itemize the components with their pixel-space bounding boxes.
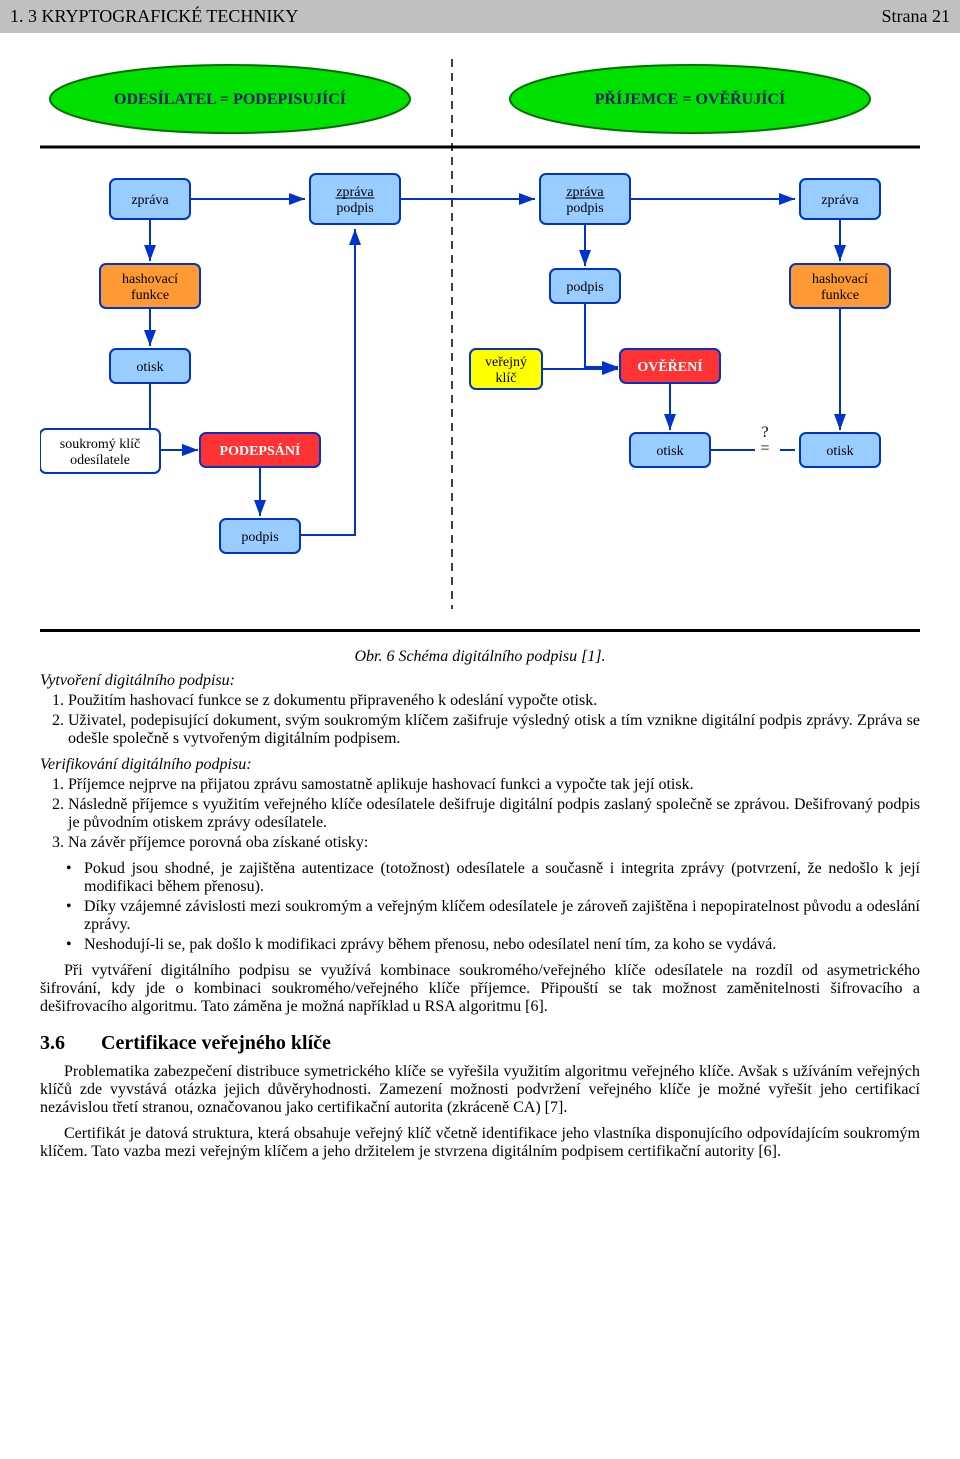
svg-text:podpis: podpis: [241, 530, 278, 545]
section-number: 3.6: [40, 1032, 96, 1055]
section-heading: 3.6 Certifikace veřejného klíče: [40, 1032, 920, 1055]
section-title: Certifikace veřejného klíče: [101, 1032, 331, 1054]
svg-text:hashovací: hashovací: [122, 272, 178, 287]
svg-text:hashovací: hashovací: [812, 272, 868, 287]
paragraph-3: Certifikát je datová struktura, která ob…: [40, 1125, 920, 1161]
svg-text:otisk: otisk: [656, 444, 683, 459]
svg-text:podpis: podpis: [566, 280, 603, 295]
svg-text:OVĚŘENÍ: OVĚŘENÍ: [637, 358, 702, 375]
svg-text:funkce: funkce: [821, 288, 859, 303]
svg-text:odesílatele: odesílatele: [70, 453, 130, 468]
list1-title: Vytvoření digitálního podpisu:: [40, 672, 920, 690]
verification-sublist: Pokud jsou shodné, je zajištěna autentiz…: [40, 860, 920, 954]
list-item: Uživatel, podepisující dokument, svým so…: [68, 712, 920, 748]
svg-text:?: ?: [761, 424, 768, 441]
svg-text:PŘÍJEMCE = OVĚŘUJÍCÍ: PŘÍJEMCE = OVĚŘUJÍCÍ: [595, 89, 785, 108]
list-item: Příjemce nejprve na přijatou zprávu samo…: [68, 776, 920, 794]
list-item: Následně příjemce s využitím veřejného k…: [68, 796, 920, 832]
svg-text:klíč: klíč: [496, 371, 517, 386]
figure-caption: Obr. 6 Schéma digitálního podpisu [1].: [40, 648, 920, 666]
verification-list: Příjemce nejprve na přijatou zprávu samo…: [40, 776, 920, 852]
signature-diagram: ODESÍLATEL = PODEPISUJÍCÍ PŘÍJEMCE = OVĚŘ…: [40, 49, 920, 632]
svg-text:otisk: otisk: [826, 444, 853, 459]
svg-text:funkce: funkce: [131, 288, 169, 303]
svg-text:PODEPSÁNÍ: PODEPSÁNÍ: [220, 442, 301, 459]
list-item: Neshodují-li se, pak došlo k modifikaci …: [84, 936, 920, 954]
svg-text:=: =: [760, 440, 769, 457]
list-item: Pokud jsou shodné, je zajištěna autentiz…: [84, 860, 920, 896]
page-header: 1. 3 KRYPTOGRAFICKÉ TECHNIKY Strana 21: [0, 0, 960, 33]
header-right: Strana 21: [882, 6, 950, 27]
svg-text:zpráva: zpráva: [131, 193, 169, 208]
svg-text:podpis: podpis: [336, 201, 373, 216]
creation-list: Použitím hashovací funkce se z dokumentu…: [40, 692, 920, 748]
list2-title: Verifikování digitálního podpisu:: [40, 756, 920, 774]
svg-text:soukromý klíč: soukromý klíč: [60, 437, 141, 452]
svg-text:zpráva: zpráva: [821, 193, 859, 208]
header-left: 1. 3 KRYPTOGRAFICKÉ TECHNIKY: [10, 6, 298, 27]
list-item: Na závěr příjemce porovná oba získané ot…: [68, 834, 920, 852]
list-item: Použitím hashovací funkce se z dokumentu…: [68, 692, 920, 710]
paragraph-1: Při vytváření digitálního podpisu se vyu…: [40, 962, 920, 1016]
svg-text:veřejný: veřejný: [485, 355, 527, 370]
paragraph-2: Problematika zabezpečení distribuce syme…: [40, 1063, 920, 1117]
svg-text:ODESÍLATEL = PODEPISUJÍCÍ: ODESÍLATEL = PODEPISUJÍCÍ: [114, 89, 346, 108]
svg-text:podpis: podpis: [566, 201, 603, 216]
list-item: Díky vzájemné závislosti mezi soukromým …: [84, 898, 920, 934]
svg-text:otisk: otisk: [136, 360, 163, 375]
